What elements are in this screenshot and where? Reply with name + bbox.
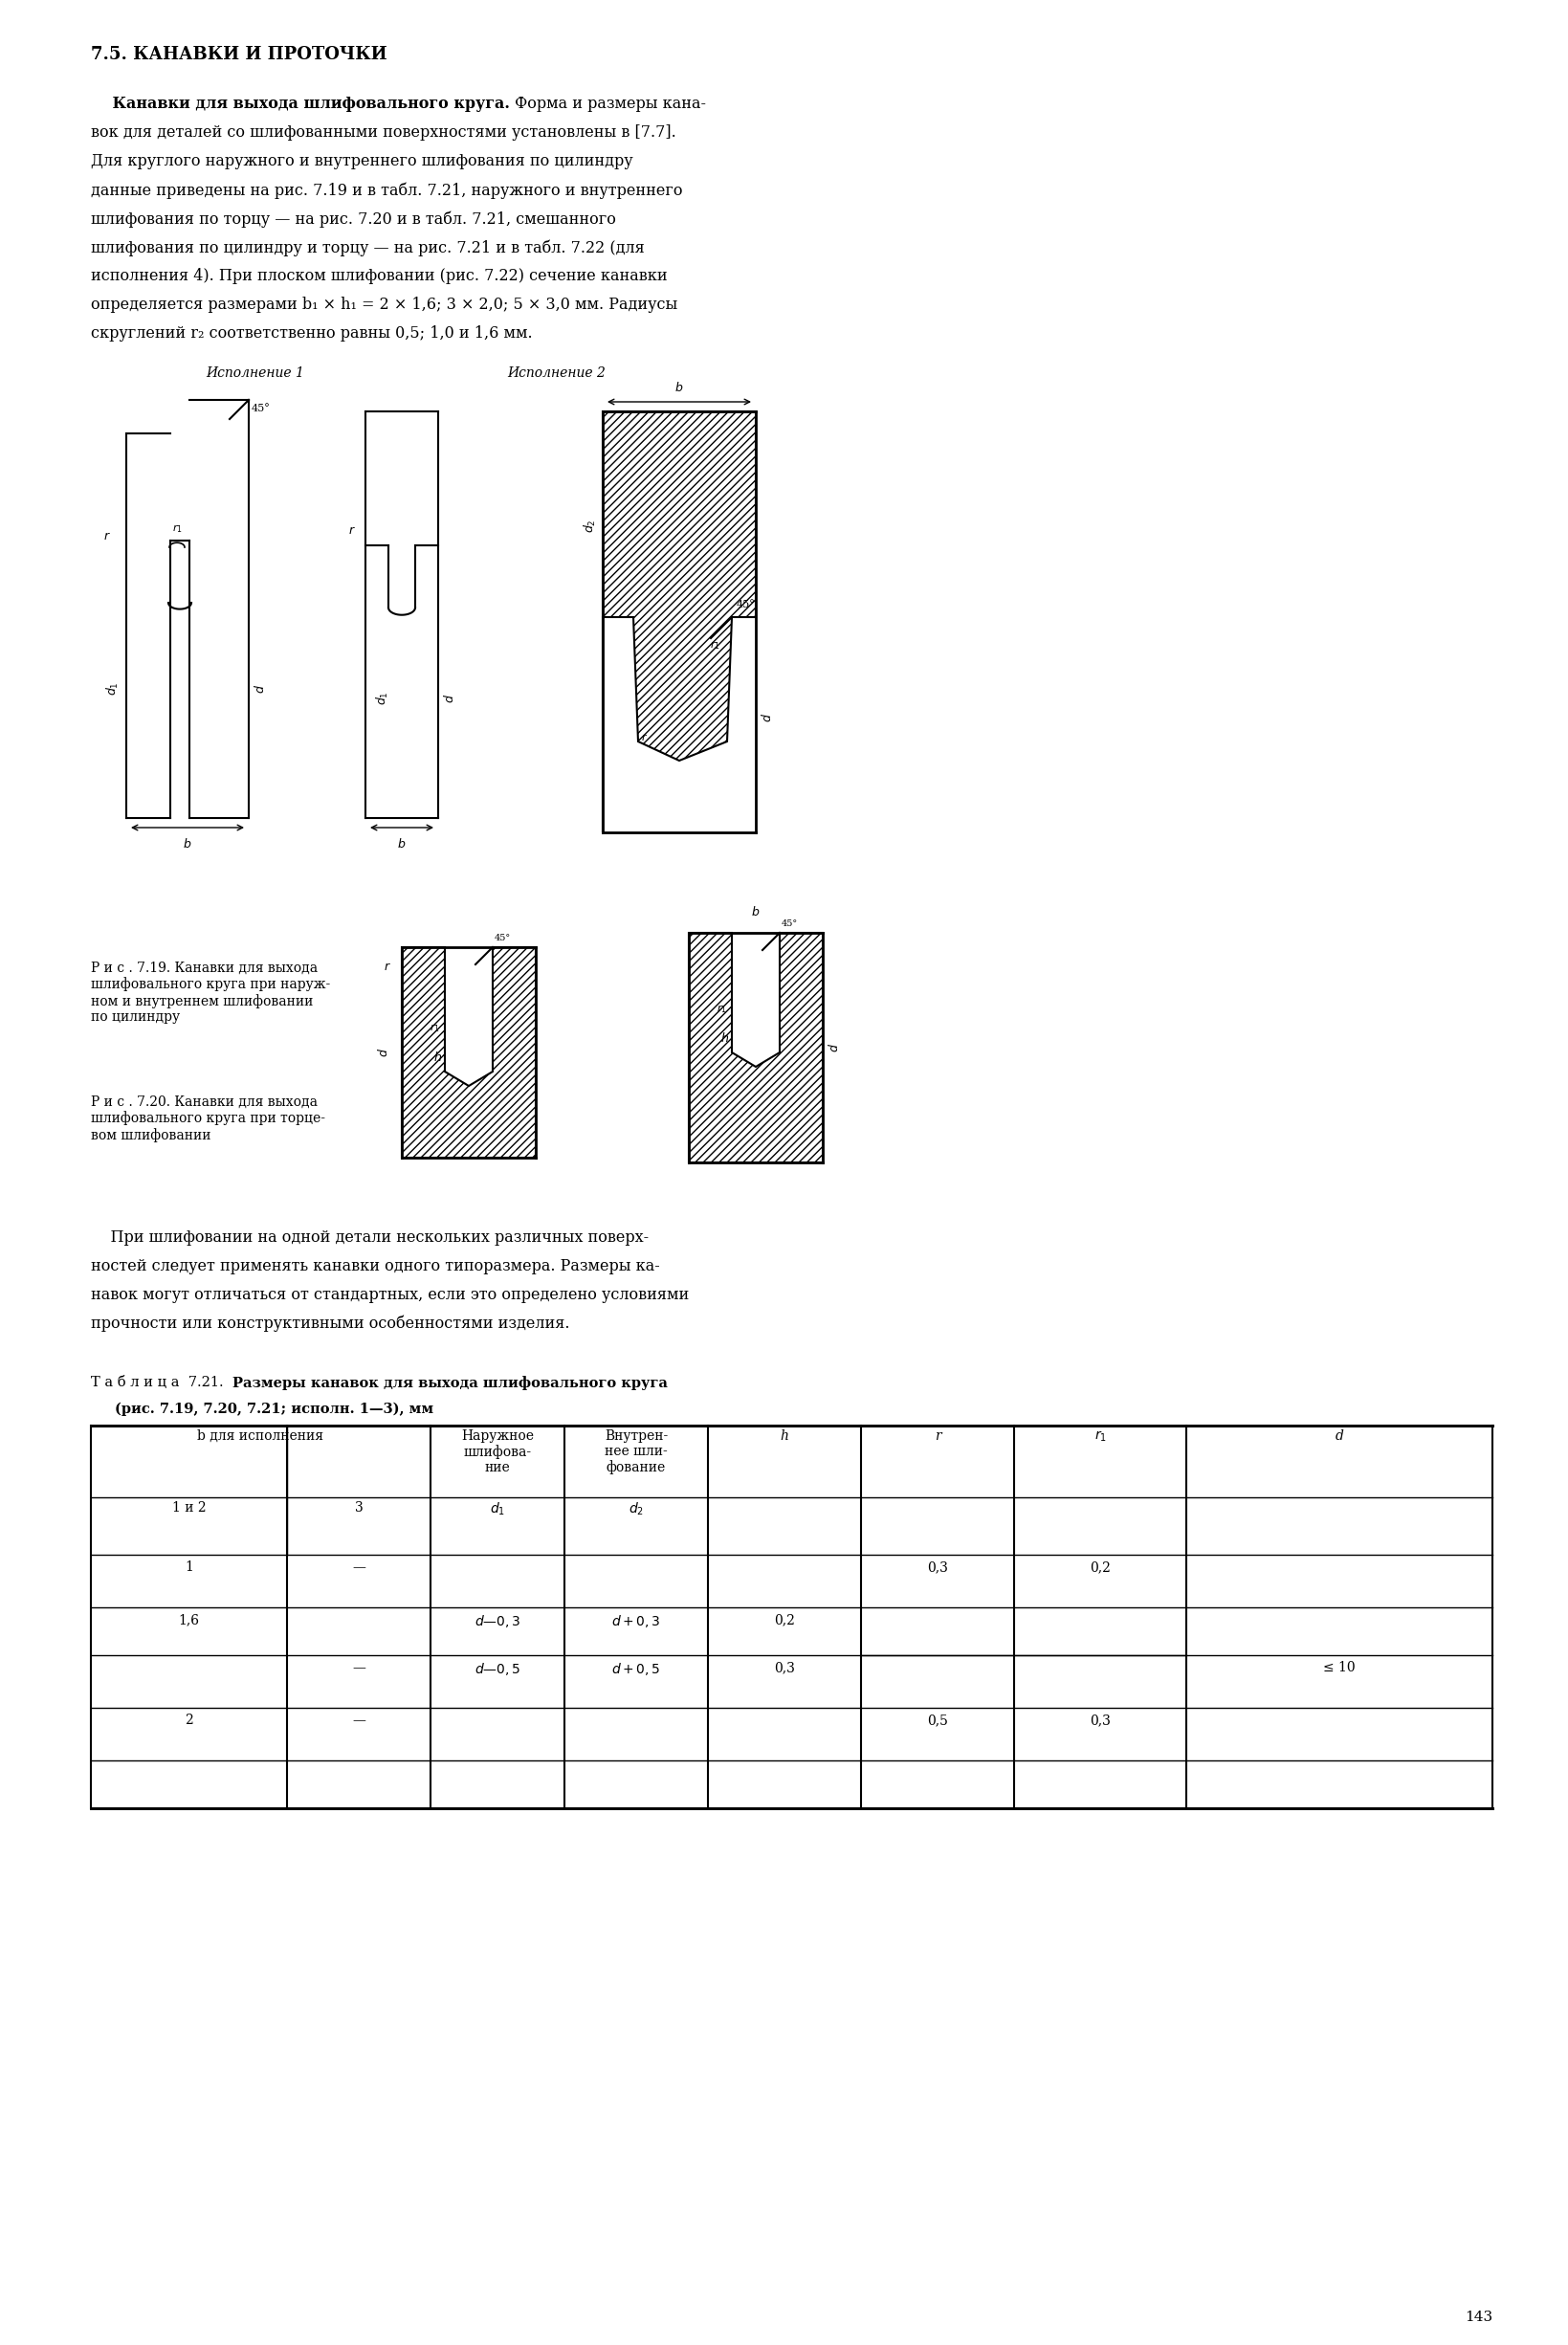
- Text: Размеры канавок для выхода шлифовального круга: Размеры канавок для выхода шлифовального…: [232, 1377, 668, 1391]
- Text: 143: 143: [1465, 2310, 1493, 2324]
- Text: $d_2$: $d_2$: [629, 1501, 644, 1517]
- Text: 0,2: 0,2: [1090, 1559, 1110, 1573]
- Text: Внутрен-
нее шли-
фование: Внутрен- нее шли- фование: [605, 1430, 668, 1475]
- Text: —: —: [353, 1660, 365, 1674]
- Text: $d_1$: $d_1$: [375, 692, 390, 706]
- Text: $r$: $r$: [641, 732, 648, 741]
- Text: $h$: $h$: [433, 1051, 442, 1065]
- Text: скруглений r₂ соответственно равны 0,5; 1,0 и 1,6 мм.: скруглений r₂ соответственно равны 0,5; …: [91, 326, 533, 342]
- Text: прочности или конструктивными особенностями изделия.: прочности или конструктивными особенност…: [91, 1316, 569, 1332]
- Text: $d_1$: $d_1$: [105, 682, 121, 696]
- Text: $d—0,5$: $d—0,5$: [475, 1660, 521, 1677]
- Text: $d—0,3$: $d—0,3$: [475, 1613, 521, 1630]
- Text: $d$: $d$: [760, 713, 775, 722]
- Text: Исполнение 2: Исполнение 2: [506, 366, 605, 380]
- Text: Т а б л и ц а  7.21.: Т а б л и ц а 7.21.: [91, 1377, 227, 1388]
- Text: $r$: $r$: [348, 525, 356, 537]
- Text: $d$: $d$: [828, 1044, 840, 1053]
- Text: $b$: $b$: [397, 837, 406, 851]
- Text: $h$: $h$: [720, 1032, 729, 1046]
- Text: 1: 1: [185, 1559, 193, 1573]
- Text: (рис. 7.19, 7.20, 7.21; исполн. 1—3), мм: (рис. 7.19, 7.20, 7.21; исполн. 1—3), мм: [114, 1402, 433, 1416]
- Text: $r_1$: $r_1$: [172, 523, 182, 535]
- Text: $b$: $b$: [183, 837, 191, 851]
- Text: Исполнение 1: Исполнение 1: [205, 366, 304, 380]
- Text: Наружное
шлифова-
ние: Наружное шлифова- ние: [461, 1430, 533, 1475]
- Text: навок могут отличаться от стандартных, если это определено условиями: навок могут отличаться от стандартных, е…: [91, 1287, 688, 1304]
- Text: 3: 3: [354, 1501, 362, 1515]
- Text: $d_2$: $d_2$: [583, 518, 597, 532]
- Text: r: r: [935, 1430, 941, 1442]
- Text: $d$: $d$: [376, 1048, 390, 1058]
- Text: $d$: $d$: [254, 685, 267, 694]
- Text: 1,6: 1,6: [179, 1613, 199, 1627]
- Text: Форма и размеры кана-: Форма и размеры кана-: [510, 96, 706, 113]
- Text: При шлифовании на одной детали нескольких различных поверх-: При шлифовании на одной детали нескольки…: [91, 1229, 649, 1245]
- Text: 45°: 45°: [251, 403, 271, 413]
- Text: 0,5: 0,5: [927, 1714, 949, 1726]
- Text: h: h: [781, 1430, 789, 1442]
- Text: Для круглого наружного и внутреннего шлифования по цилиндру: Для круглого наружного и внутреннего шли…: [91, 152, 633, 169]
- Text: $r_1$: $r_1$: [430, 1022, 441, 1034]
- Text: b для исполнения: b для исполнения: [198, 1430, 325, 1442]
- Text: $b$: $b$: [674, 380, 684, 394]
- Text: $r_1$: $r_1$: [717, 1004, 728, 1015]
- Text: $r_1$: $r_1$: [709, 640, 720, 652]
- Text: $b$: $b$: [751, 905, 760, 919]
- Text: $r_1$: $r_1$: [1094, 1430, 1107, 1445]
- Text: Р и с . 7.20. Канавки для выхода
шлифовального круга при торце-
вом шлифовании: Р и с . 7.20. Канавки для выхода шлифова…: [91, 1095, 325, 1142]
- Text: Р и с . 7.19. Канавки для выхода
шлифовального круга при наруж-
ном и внутреннем: Р и с . 7.19. Канавки для выхода шлифова…: [91, 961, 331, 1022]
- Text: 2: 2: [185, 1714, 193, 1726]
- Text: исполнения 4). При плоском шлифовании (рис. 7.22) сечение канавки: исполнения 4). При плоском шлифовании (р…: [91, 267, 668, 284]
- Text: $d+0,3$: $d+0,3$: [612, 1613, 660, 1630]
- Text: $d+0,5$: $d+0,5$: [612, 1660, 660, 1677]
- Text: —: —: [353, 1714, 365, 1726]
- Text: 1 и 2: 1 и 2: [172, 1501, 205, 1515]
- Text: $d_1$: $d_1$: [489, 1501, 505, 1517]
- Text: ностей следует применять канавки одного типоразмера. Размеры ка-: ностей следует применять канавки одного …: [91, 1259, 660, 1273]
- Text: $r$: $r$: [103, 530, 111, 542]
- Text: определяется размерами b₁ × h₁ = 2 × 1,6; 3 × 2,0; 5 × 3,0 мм. Радиусы: определяется размерами b₁ × h₁ = 2 × 1,6…: [91, 295, 677, 312]
- Text: вок для деталей со шлифованными поверхностями установлены в [7.7].: вок для деталей со шлифованными поверхно…: [91, 124, 676, 141]
- Text: d: d: [1334, 1430, 1344, 1442]
- Text: 45°: 45°: [494, 933, 511, 943]
- Text: шлифования по торцу — на рис. 7.20 и в табл. 7.21, смешанного: шлифования по торцу — на рис. 7.20 и в т…: [91, 211, 616, 227]
- Text: —: —: [353, 1559, 365, 1573]
- Text: $r$: $r$: [384, 959, 390, 973]
- Text: шлифования по цилиндру и торцу — на рис. 7.21 и в табл. 7.22 (для: шлифования по цилиндру и торцу — на рис.…: [91, 239, 644, 256]
- Text: 45°: 45°: [737, 600, 756, 610]
- Text: 0,3: 0,3: [927, 1559, 949, 1573]
- Text: 45°: 45°: [781, 919, 798, 929]
- Text: 0,3: 0,3: [775, 1660, 795, 1674]
- Text: 0,3: 0,3: [1090, 1714, 1110, 1726]
- Text: 0,2: 0,2: [775, 1613, 795, 1627]
- Text: $d$: $d$: [442, 694, 456, 704]
- Text: данные приведены на рис. 7.19 и в табл. 7.21, наружного и внутреннего: данные приведены на рис. 7.19 и в табл. …: [91, 183, 682, 199]
- Text: 7.5. КАНАВКИ И ПРОТОЧКИ: 7.5. КАНАВКИ И ПРОТОЧКИ: [91, 47, 387, 63]
- Text: ≤ 10: ≤ 10: [1323, 1660, 1355, 1674]
- Text: Канавки для выхода шлифовального круга.: Канавки для выхода шлифовального круга.: [91, 96, 510, 113]
